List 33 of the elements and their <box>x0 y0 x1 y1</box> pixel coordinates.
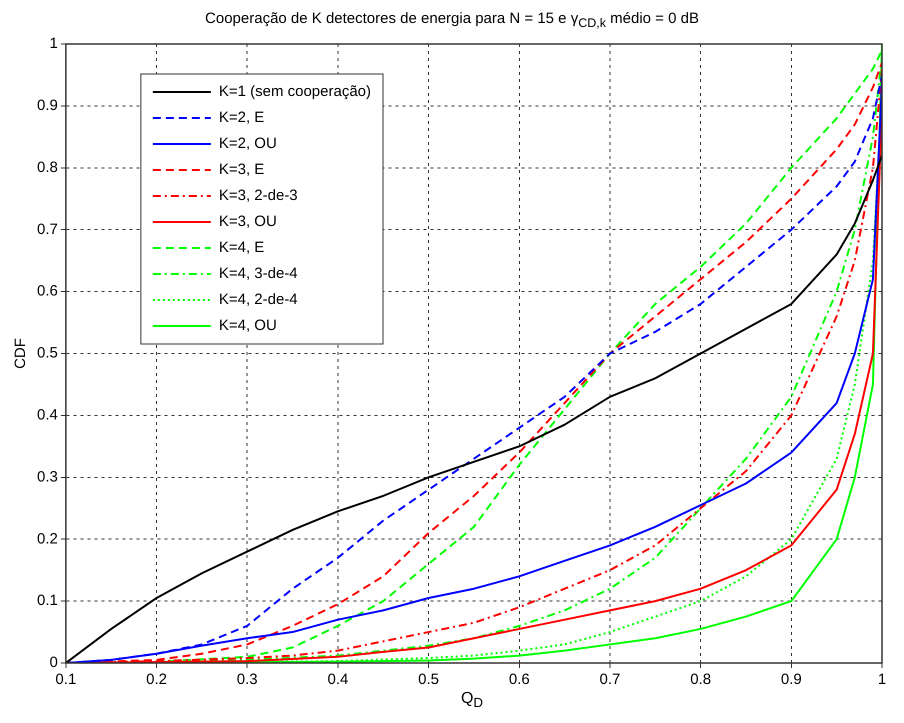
y-tick-label: 0.4 <box>36 406 58 424</box>
legend-label: K=3, E <box>218 161 264 178</box>
x-tick-label: 0.9 <box>780 671 802 688</box>
x-tick-label: 0.6 <box>508 671 530 688</box>
legend-label: K=4, 2-de-4 <box>218 291 298 308</box>
x-tick-label: 0.7 <box>600 671 620 688</box>
x-tick-label: 0.5 <box>418 671 440 688</box>
legend-label: K=4, OU <box>218 317 277 334</box>
legend-label: K=3, 2-de-3 <box>218 187 298 204</box>
x-tick-label: 0.3 <box>236 671 258 688</box>
x-tick-label: 0.8 <box>690 671 712 688</box>
x-tick-label: 0.2 <box>146 671 167 688</box>
legend-label: K=1 (sem cooperação) <box>218 83 372 100</box>
legend-label: K=4, 3-de-4 <box>218 265 298 282</box>
legend-label: K=2, E <box>218 109 264 126</box>
legend-label: K=4, E <box>218 239 264 256</box>
y-tick-label: 0.6 <box>36 282 58 300</box>
y-tick-label: 0.1 <box>36 592 58 610</box>
x-tick-label: 1 <box>878 671 886 688</box>
y-tick-label: 0.3 <box>36 468 58 486</box>
chart-title: Cooperação de K detectores de energia para N = 15 e γ$_{CD,k}$ médio = 0 dB <box>204 9 700 32</box>
y-tick-label: 0.7 <box>36 220 58 238</box>
legend-label: K=3, OU <box>218 213 277 230</box>
legend-label: K=2, OU <box>218 135 277 152</box>
y-tick-label: 0.9 <box>36 97 58 114</box>
y-tick-label: 0.2 <box>36 530 58 548</box>
x-axis-title: Q$_{D}$ <box>460 690 484 710</box>
y-axis-title: CDF <box>12 338 30 369</box>
y-tick-label: 0.8 <box>36 158 58 176</box>
y-tick-label: 0 <box>50 654 58 672</box>
y-tick-label: 0.5 <box>36 344 58 362</box>
x-tick-label: 0.4 <box>327 671 348 688</box>
y-tick-label: 1 <box>50 35 58 52</box>
